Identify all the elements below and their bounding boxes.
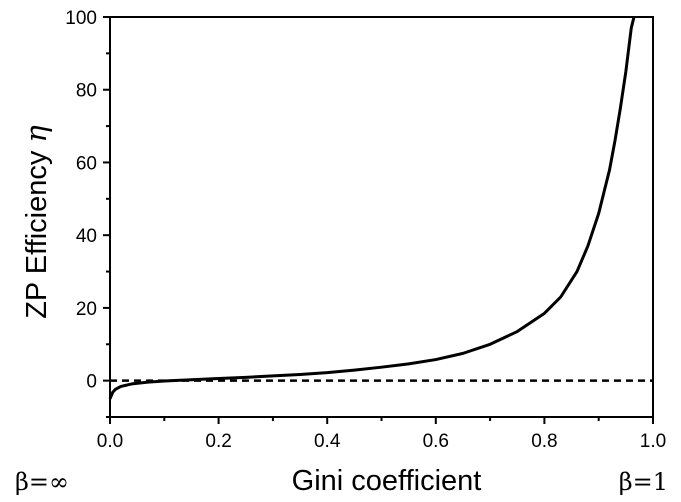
x-tick-label: 0.0 [97,431,123,452]
x-axis-label: Gini coefficient [292,465,482,497]
beta-one-label: β=1 [619,468,668,496]
beta-infinity-label: β=∞ [15,468,69,496]
x-tick-label: 0.2 [205,431,231,452]
x-tick-label: 0.8 [531,431,557,452]
y-axis-label: ZP Efficiency η [19,125,53,319]
y-tick-label: 40 [76,226,97,247]
x-tick-label: 0.4 [314,431,341,452]
y-tick-label: 60 [76,153,97,174]
efficiency-curve [108,16,636,400]
y-tick-label: 20 [76,299,97,320]
y-tick-label: 100 [65,8,97,29]
x-tick-label: 1.0 [640,431,666,452]
plot-frame [109,16,654,418]
y-axis-label-symbol: η [19,125,53,143]
x-tick-label: 0.6 [423,431,449,452]
y-tick-label: 0 [86,372,97,393]
y-axis-label-text: ZP Efficiency [21,143,53,319]
y-tick-label: 80 [76,81,97,102]
